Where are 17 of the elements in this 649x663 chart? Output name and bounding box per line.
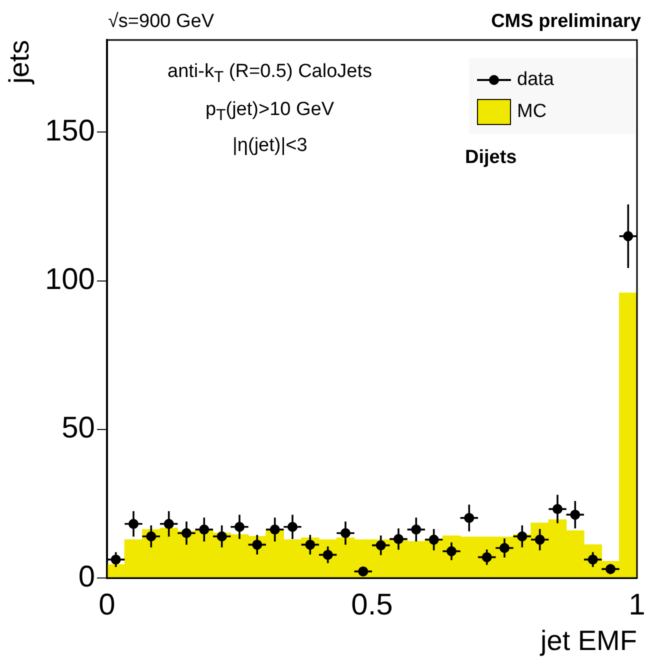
legend-label: MC bbox=[517, 101, 547, 123]
x-tick-label: 1 bbox=[628, 588, 646, 622]
annotation: anti-k$_{T}$ (R=0.5) CaloJets bbox=[168, 61, 372, 86]
x-axis-title: jet EMF bbox=[540, 624, 637, 656]
annotation: p$_{T}$(jet)>10 GeV bbox=[206, 99, 334, 124]
y-tick-label: 150 bbox=[44, 114, 95, 148]
text: √s=900 GeV bbox=[108, 11, 214, 32]
y-tick-label: 100 bbox=[44, 263, 95, 296]
y-tick-label: 50 bbox=[62, 412, 95, 445]
text: CMS preliminary bbox=[491, 11, 641, 32]
y-axis-title: jets bbox=[4, 40, 35, 85]
legend-label: data bbox=[517, 69, 554, 91]
annotation: |η(jet)|<3 bbox=[232, 135, 308, 156]
x-tick-label: 0.5 bbox=[351, 588, 393, 622]
y-tick-label: 0 bbox=[78, 560, 95, 594]
annotation: Dijets bbox=[465, 147, 517, 168]
x-tick-label: 0 bbox=[98, 588, 116, 622]
